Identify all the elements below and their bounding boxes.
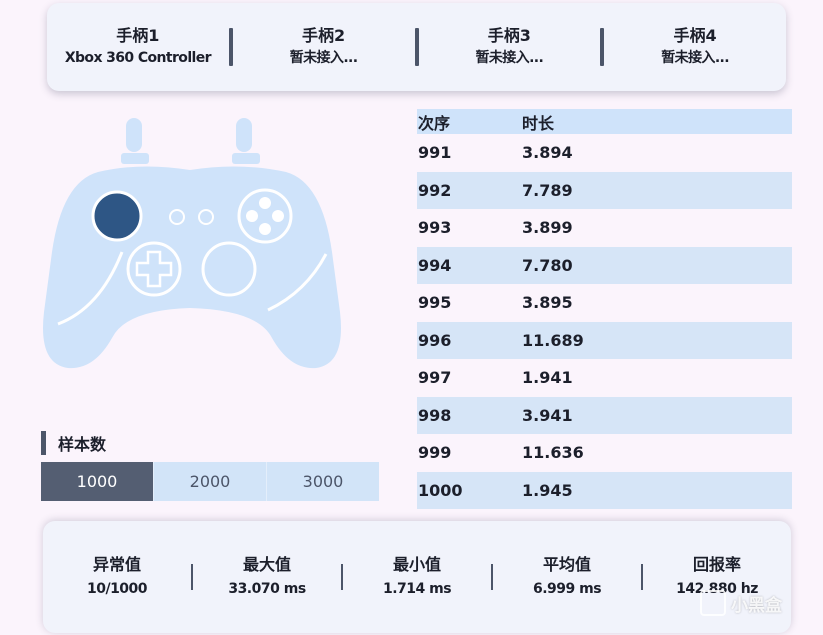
table-row: 995 3.895 — [417, 284, 792, 322]
watermark: 小黑盒 — [700, 590, 782, 616]
cell-duration: 3.941 — [522, 405, 573, 425]
table-row: 994 7.780 — [417, 246, 792, 284]
cell-order: 994 — [418, 255, 452, 275]
table-row: 1000 1.945 — [417, 471, 792, 509]
table-row: 997 1.941 — [417, 359, 792, 397]
cell-order: 996 — [418, 330, 452, 350]
stat-label: 最大值 — [242, 555, 291, 574]
poll-interval-table: 次序 时长 991 3.894 992 7.789 993 3.899 994 … — [417, 109, 792, 509]
cell-order: 992 — [418, 180, 452, 200]
controller-tab-3-name: 手柄3 — [487, 26, 531, 45]
watermark-text: 小黑盒 — [731, 595, 782, 616]
table-row: 991 3.894 — [417, 134, 792, 172]
cell-order: 993 — [418, 218, 452, 238]
stat-divider — [341, 564, 343, 590]
cell-duration: 7.789 — [522, 180, 573, 200]
sample-count-header: 样本数 — [41, 431, 106, 455]
column-header-duration: 时长 — [522, 113, 555, 133]
table-row: 993 3.899 — [417, 209, 792, 247]
controller-tab-4-status: 暂未接入... — [661, 50, 729, 66]
sample-option-2000[interactable]: 2000 — [154, 462, 267, 501]
tab-divider — [600, 28, 605, 66]
table-header: 次序 时长 — [417, 109, 792, 134]
sample-option-3000[interactable]: 3000 — [302, 472, 344, 491]
controller-tab-4-name: 手柄4 — [673, 26, 717, 45]
tab-divider — [228, 28, 233, 66]
cell-duration: 11.636 — [522, 443, 584, 463]
watermark-logo-icon — [700, 590, 726, 616]
cell-order: 991 — [418, 143, 452, 163]
stat-outliers: 异常值 10/1000 — [43, 553, 191, 601]
stat-label: 最小值 — [392, 555, 441, 574]
controller-tab-4[interactable]: 手柄4 暂未接入... — [604, 3, 786, 91]
cell-order: 1000 — [418, 480, 463, 500]
stat-value: 10/1000 — [86, 581, 148, 597]
sample-count-label: 样本数 — [58, 435, 107, 454]
tab-divider — [414, 28, 419, 66]
stat-label: 平均值 — [542, 555, 591, 574]
controller-tab-1[interactable]: 手柄1 Xbox 360 Controller — [47, 3, 229, 91]
stat-value: 6.999 ms — [532, 581, 602, 597]
column-header-order: 次序 — [418, 113, 451, 133]
stat-min: 最小值 1.714 ms — [343, 553, 491, 601]
controller-tab-2[interactable]: 手柄2 暂未接入... — [233, 3, 415, 91]
stat-average: 平均值 6.999 ms — [493, 553, 641, 601]
sample-option-1000[interactable]: 1000 — [41, 462, 154, 501]
controller-tab-3[interactable]: 手柄3 暂未接入... — [419, 3, 601, 91]
sample-count-selector: 1000 2000 3000 — [41, 462, 379, 501]
statistics-panel: 异常值 10/1000 最大值 33.070 ms 最小值 1.714 ms 平… — [43, 521, 791, 633]
controller-tab-2-status: 暂未接入... — [289, 50, 358, 66]
cell-order: 997 — [418, 368, 452, 388]
stat-value: 1.714 ms — [382, 581, 452, 597]
table-row: 992 7.789 — [417, 171, 792, 209]
stat-max: 最大值 33.070 ms — [193, 553, 341, 601]
controller-tab-bar: 手柄1 Xbox 360 Controller 手柄2 暂未接入... 手柄3 … — [47, 3, 786, 91]
controller-tab-2-name: 手柄2 — [302, 26, 346, 45]
cell-duration: 3.895 — [522, 293, 573, 313]
controller-tab-3-status: 暂未接入... — [475, 50, 544, 66]
stat-divider — [641, 564, 643, 590]
table-row: 996 11.689 — [417, 321, 792, 359]
cell-duration: 7.780 — [522, 255, 573, 275]
cell-duration: 3.899 — [522, 218, 573, 238]
cell-duration: 1.941 — [522, 368, 573, 388]
stat-divider — [191, 564, 193, 590]
cell-order: 998 — [418, 405, 452, 425]
cell-duration: 3.894 — [522, 143, 573, 163]
controller-tab-1-name: 手柄1 — [116, 26, 160, 45]
section-marker — [41, 431, 46, 455]
cell-order: 999 — [418, 443, 452, 463]
stat-value: 33.070 ms — [228, 581, 306, 597]
gamepad-icon — [43, 118, 341, 369]
stat-label: 异常值 — [92, 555, 141, 574]
cell-order: 995 — [418, 293, 452, 313]
cell-duration: 1.945 — [522, 480, 573, 500]
controller-tab-1-status: Xbox 360 Controller — [64, 50, 212, 66]
table-row: 998 3.941 — [417, 396, 792, 434]
table-row: 999 11.636 — [417, 434, 792, 472]
stat-label: 回报率 — [692, 555, 741, 574]
stat-value: 142.880 hz — [676, 581, 758, 597]
stat-divider — [491, 564, 493, 590]
stat-polling-rate: 回报率 142.880 hz — [643, 553, 791, 601]
cell-duration: 11.689 — [522, 330, 584, 350]
